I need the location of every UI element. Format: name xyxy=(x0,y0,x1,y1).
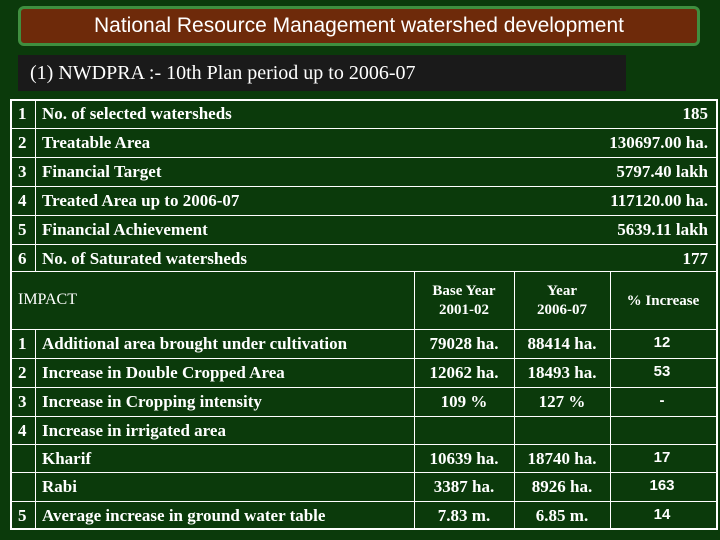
base-year-value: 10639 ha. xyxy=(429,449,499,468)
year-value: 88414 ha. xyxy=(527,334,597,353)
percent-value: 14 xyxy=(653,506,671,523)
grid-line xyxy=(35,99,36,271)
grid-line xyxy=(10,244,718,245)
year-value: 6.85 m. xyxy=(535,506,589,525)
grid-line xyxy=(10,387,718,388)
percent-value: 12 xyxy=(653,334,671,351)
row-number: 2 xyxy=(18,133,27,152)
year-value: 127 % xyxy=(538,392,586,411)
slide-title: National Resource Management watershed d… xyxy=(18,6,700,46)
grid-line xyxy=(10,99,718,101)
row-number: 4 xyxy=(18,191,27,210)
impact-label: IMPACT xyxy=(18,291,77,308)
base-year-value: 79028 ha. xyxy=(429,334,499,353)
grid-line xyxy=(514,271,515,530)
row-label: No. of selected watersheds xyxy=(42,104,232,123)
base-year-value: 3387 ha. xyxy=(433,477,495,496)
base-year-value: 109 % xyxy=(440,392,488,411)
row-number: 5 xyxy=(18,220,27,239)
base-year-value: 7.83 m. xyxy=(437,506,491,525)
row-label: Treatable Area xyxy=(42,133,151,152)
row-number: 2 xyxy=(18,363,27,382)
row-label: Increase in Cropping intensity xyxy=(42,392,262,411)
row-number: 6 xyxy=(18,249,27,268)
base-year-value: 12062 ha. xyxy=(429,363,499,382)
column-header-base-year: Base Year 2001-02 xyxy=(432,283,496,318)
row-label: Average increase in ground water table xyxy=(42,506,326,525)
grid-line xyxy=(10,358,718,359)
grid-line xyxy=(10,186,718,187)
grid-line xyxy=(10,215,718,216)
row-value: 185 xyxy=(682,104,709,123)
percent-value: 163 xyxy=(649,477,675,494)
row-number: 3 xyxy=(18,392,27,411)
grid-line xyxy=(10,416,718,417)
grid-line xyxy=(10,444,718,445)
row-label: Increase in Double Cropped Area xyxy=(42,363,285,382)
row-label: Treated Area up to 2006-07 xyxy=(42,191,240,210)
row-number: 1 xyxy=(18,334,27,353)
row-value: 5639.11 lakh xyxy=(617,220,708,239)
grid-line xyxy=(10,99,12,530)
percent-value: 53 xyxy=(653,363,671,380)
row-value: 130697.00 ha. xyxy=(609,133,708,152)
percent-value: 17 xyxy=(653,449,671,466)
column-header-year: Year 2006-07 xyxy=(537,283,587,318)
year-value: 8926 ha. xyxy=(531,477,593,496)
grid-line xyxy=(10,528,718,530)
percent-value: - xyxy=(659,392,665,409)
row-value: 117120.00 ha. xyxy=(610,191,708,210)
row-number: 1 xyxy=(18,104,27,123)
grid-line xyxy=(35,329,36,530)
row-number: 5 xyxy=(18,506,27,525)
grid-line xyxy=(610,271,611,530)
year-value: 18493 ha. xyxy=(527,363,597,382)
grid-line xyxy=(414,271,415,530)
row-label: Increase in irrigated area xyxy=(42,421,226,440)
grid-line xyxy=(10,472,718,473)
grid-line xyxy=(10,329,718,330)
grid-line xyxy=(10,128,718,129)
row-value: 177 xyxy=(682,249,709,268)
row-label: Financial Achievement xyxy=(42,220,208,239)
grid-line xyxy=(716,99,718,530)
row-label: Kharif xyxy=(42,449,92,468)
grid-line xyxy=(10,271,718,272)
section-subtitle: (1) NWDPRA :- 10th Plan period up to 200… xyxy=(18,55,626,91)
row-number: 4 xyxy=(18,421,27,440)
column-header-percent-increase: % Increase xyxy=(626,293,700,309)
row-value: 5797.40 lakh xyxy=(616,162,708,181)
grid-line xyxy=(10,157,718,158)
row-label: No. of Saturated watersheds xyxy=(42,249,247,268)
year-value: 18740 ha. xyxy=(527,449,597,468)
row-number: 3 xyxy=(18,162,27,181)
row-label: Additional area brought under cultivatio… xyxy=(42,334,348,353)
row-label: Rabi xyxy=(42,477,77,496)
row-label: Financial Target xyxy=(42,162,162,181)
grid-line xyxy=(10,501,718,502)
